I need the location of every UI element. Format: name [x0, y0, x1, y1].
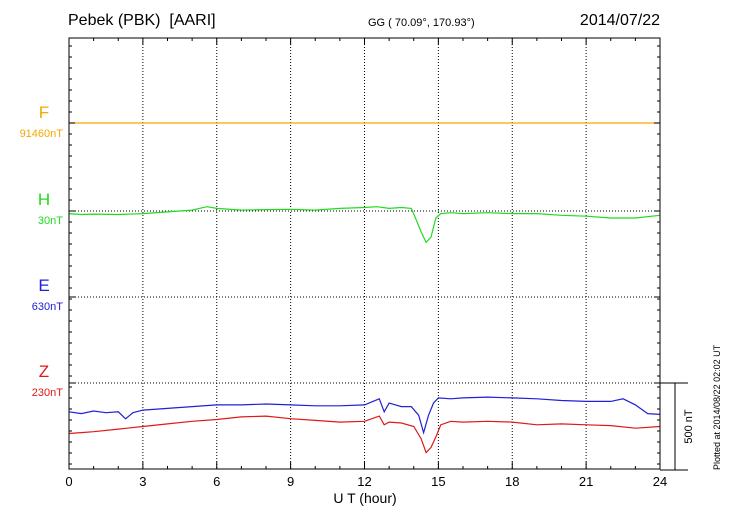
series-label-h: H — [38, 190, 50, 209]
series-line-e — [68, 396, 661, 435]
baseline-label-e: 630nT — [32, 301, 63, 313]
series-line-z — [68, 415, 661, 454]
x-tick-label: 3 — [139, 474, 146, 489]
baseline-label-z: 230nT — [32, 387, 63, 399]
series-label-e: E — [38, 276, 49, 295]
x-axis-label: U T (hour) — [333, 490, 396, 506]
baseline-label-f: 91460nT — [20, 128, 64, 140]
series-label-f: F — [39, 103, 49, 122]
series-line-h — [68, 206, 661, 244]
x-tick-label: 24 — [653, 474, 667, 489]
x-tick-label: 9 — [287, 474, 294, 489]
x-tick-label: 21 — [579, 474, 593, 489]
station-title: Pebek (PBK) [AARI] — [68, 12, 216, 29]
x-axis: 0 3 6 9 12 15 18 21 24 F 91460nT H 30nT E 630nT Z 230nT — [20, 38, 667, 489]
scale-bar: 500 nT — [660, 382, 695, 471]
x-tick-label: 6 — [213, 474, 220, 489]
x-tick-label: 0 — [65, 474, 72, 489]
geographic-coords: GG ( 70.09°, 170.93°) — [368, 17, 475, 29]
x-tick-label: 15 — [431, 474, 445, 489]
series-label-z: Z — [39, 362, 49, 381]
scale-bar-label: 500 nT — [683, 409, 695, 444]
date-label: 2014/07/22 — [579, 12, 660, 29]
baseline-label-h: 30nT — [38, 215, 63, 227]
x-tick-label: 12 — [357, 474, 371, 489]
x-tick-label: 18 — [505, 474, 519, 489]
plotted-timestamp: Plotted at 2014/08/22 02:02 UT — [712, 344, 722, 470]
series-layer — [68, 122, 661, 454]
